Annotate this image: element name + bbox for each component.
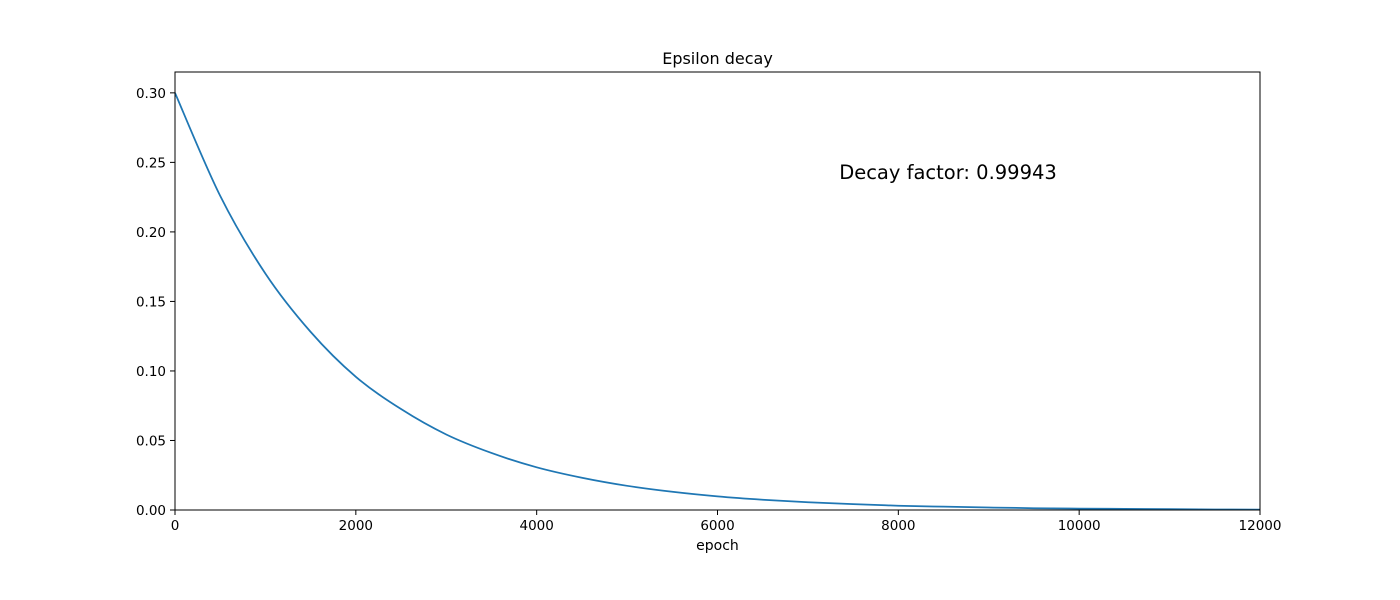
y-axis: 0.00 0.05 0.10 0.15 0.20 0.25 0.30 <box>136 86 175 519</box>
y-tick-label: 0.25 <box>136 155 166 171</box>
y-tick-label: 0.10 <box>136 364 166 380</box>
chart-title: Epsilon decay <box>662 49 773 68</box>
plot-frame <box>174 71 1261 511</box>
x-axis: 0 2000 4000 6000 8000 10000 12000 <box>171 510 1282 534</box>
y-tick-label: 0.15 <box>136 294 166 310</box>
series-line-epsilon <box>174 92 1261 511</box>
y-tick-label: 0.30 <box>136 86 166 102</box>
x-axis-label: epoch <box>696 538 739 554</box>
y-tick-label: 0.05 <box>136 433 166 449</box>
x-tick-label: 10000 <box>1058 518 1101 534</box>
x-tick-label: 8000 <box>881 518 915 534</box>
decay-factor-annotation: Decay factor: 0.99943 <box>839 161 1057 184</box>
x-tick-label: 6000 <box>700 518 734 534</box>
x-tick-label: 2000 <box>339 518 373 534</box>
x-tick-label: 12000 <box>1239 518 1282 534</box>
y-tick-label: 0.20 <box>136 225 166 241</box>
x-tick-label: 0 <box>171 518 180 534</box>
x-tick-label: 4000 <box>519 518 553 534</box>
plot-area <box>175 72 1260 510</box>
y-tick-label: 0.00 <box>136 503 166 519</box>
